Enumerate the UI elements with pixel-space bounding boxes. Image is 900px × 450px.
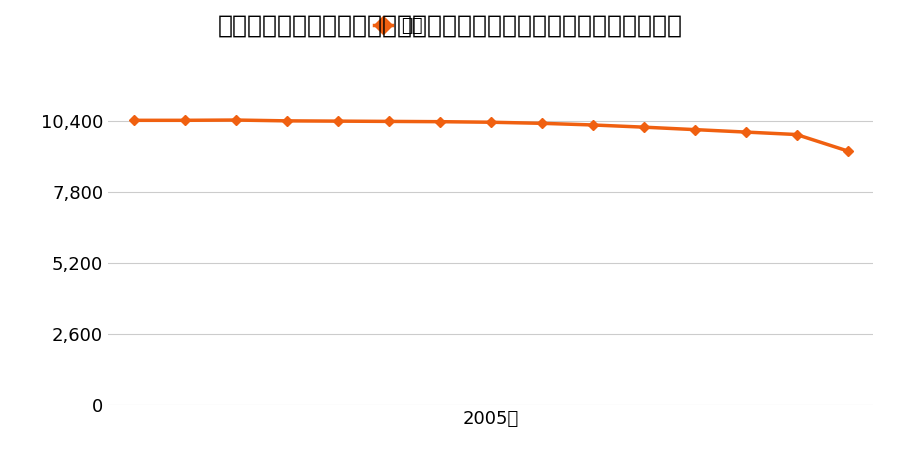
価格 [485, 120, 496, 125]
価格 [536, 121, 547, 126]
価格 [383, 119, 394, 124]
価格 [230, 117, 241, 123]
価格 [434, 119, 445, 124]
価格 [791, 132, 802, 137]
価格 [281, 118, 292, 124]
価格 [842, 148, 853, 153]
Legend: 価格: 価格 [367, 10, 430, 43]
価格 [689, 127, 700, 132]
価格 [638, 125, 649, 130]
価格 [332, 118, 343, 124]
価格 [179, 117, 190, 123]
Line: 価格: 価格 [130, 117, 851, 154]
価格 [740, 129, 751, 135]
Text: 岩手県下閉伊郡川井村大字川井第２地割字中川井９０番２の地価推移: 岩手県下閉伊郡川井村大字川井第２地割字中川井９０番２の地価推移 [218, 14, 682, 37]
価格 [128, 117, 139, 123]
価格 [587, 122, 598, 128]
